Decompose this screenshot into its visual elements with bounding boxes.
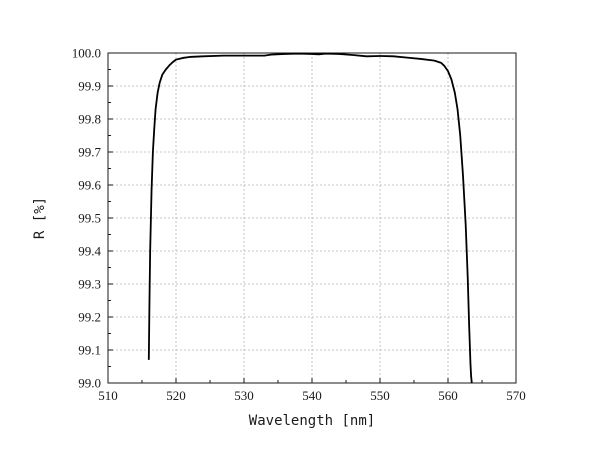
y-tick-label: 99.0: [78, 376, 101, 391]
x-tick-label: 560: [438, 388, 458, 403]
y-tick-labels: 99.0 99.1 99.2 99.3 99.4 99.5 99.6 99.7 99.8 99.9…: [72, 46, 102, 391]
x-tick-label: 550: [370, 388, 390, 403]
x-axis-title: Wavelength [nm]: [249, 413, 375, 429]
y-tick-label: 99.5: [78, 211, 101, 226]
x-tick-label: 510: [98, 388, 118, 403]
axis-ticks: [107, 52, 517, 384]
y-tick-label: 99.9: [78, 79, 101, 94]
grid-lines: [108, 53, 516, 383]
y-tick-label: 99.2: [78, 310, 101, 325]
y-tick-label: 99.1: [78, 343, 101, 358]
y-tick-label: 99.3: [78, 277, 101, 292]
x-tick-labels: 510 520 530 540 550 560 570: [98, 388, 526, 403]
y-tick-label: 99.8: [78, 112, 101, 127]
x-tick-label: 530: [234, 388, 254, 403]
y-axis-title: R [%]: [32, 197, 48, 239]
series-group: [147, 52, 473, 384]
y-tick-label: 99.4: [78, 244, 101, 259]
x-tick-label: 520: [166, 388, 186, 403]
series-line: [147, 52, 473, 384]
x-tick-label: 540: [302, 388, 322, 403]
y-tick-label: 99.7: [78, 145, 101, 160]
y-tick-label: 100.0: [72, 46, 101, 61]
y-tick-label: 99.6: [78, 178, 101, 193]
x-tick-label: 570: [506, 388, 526, 403]
